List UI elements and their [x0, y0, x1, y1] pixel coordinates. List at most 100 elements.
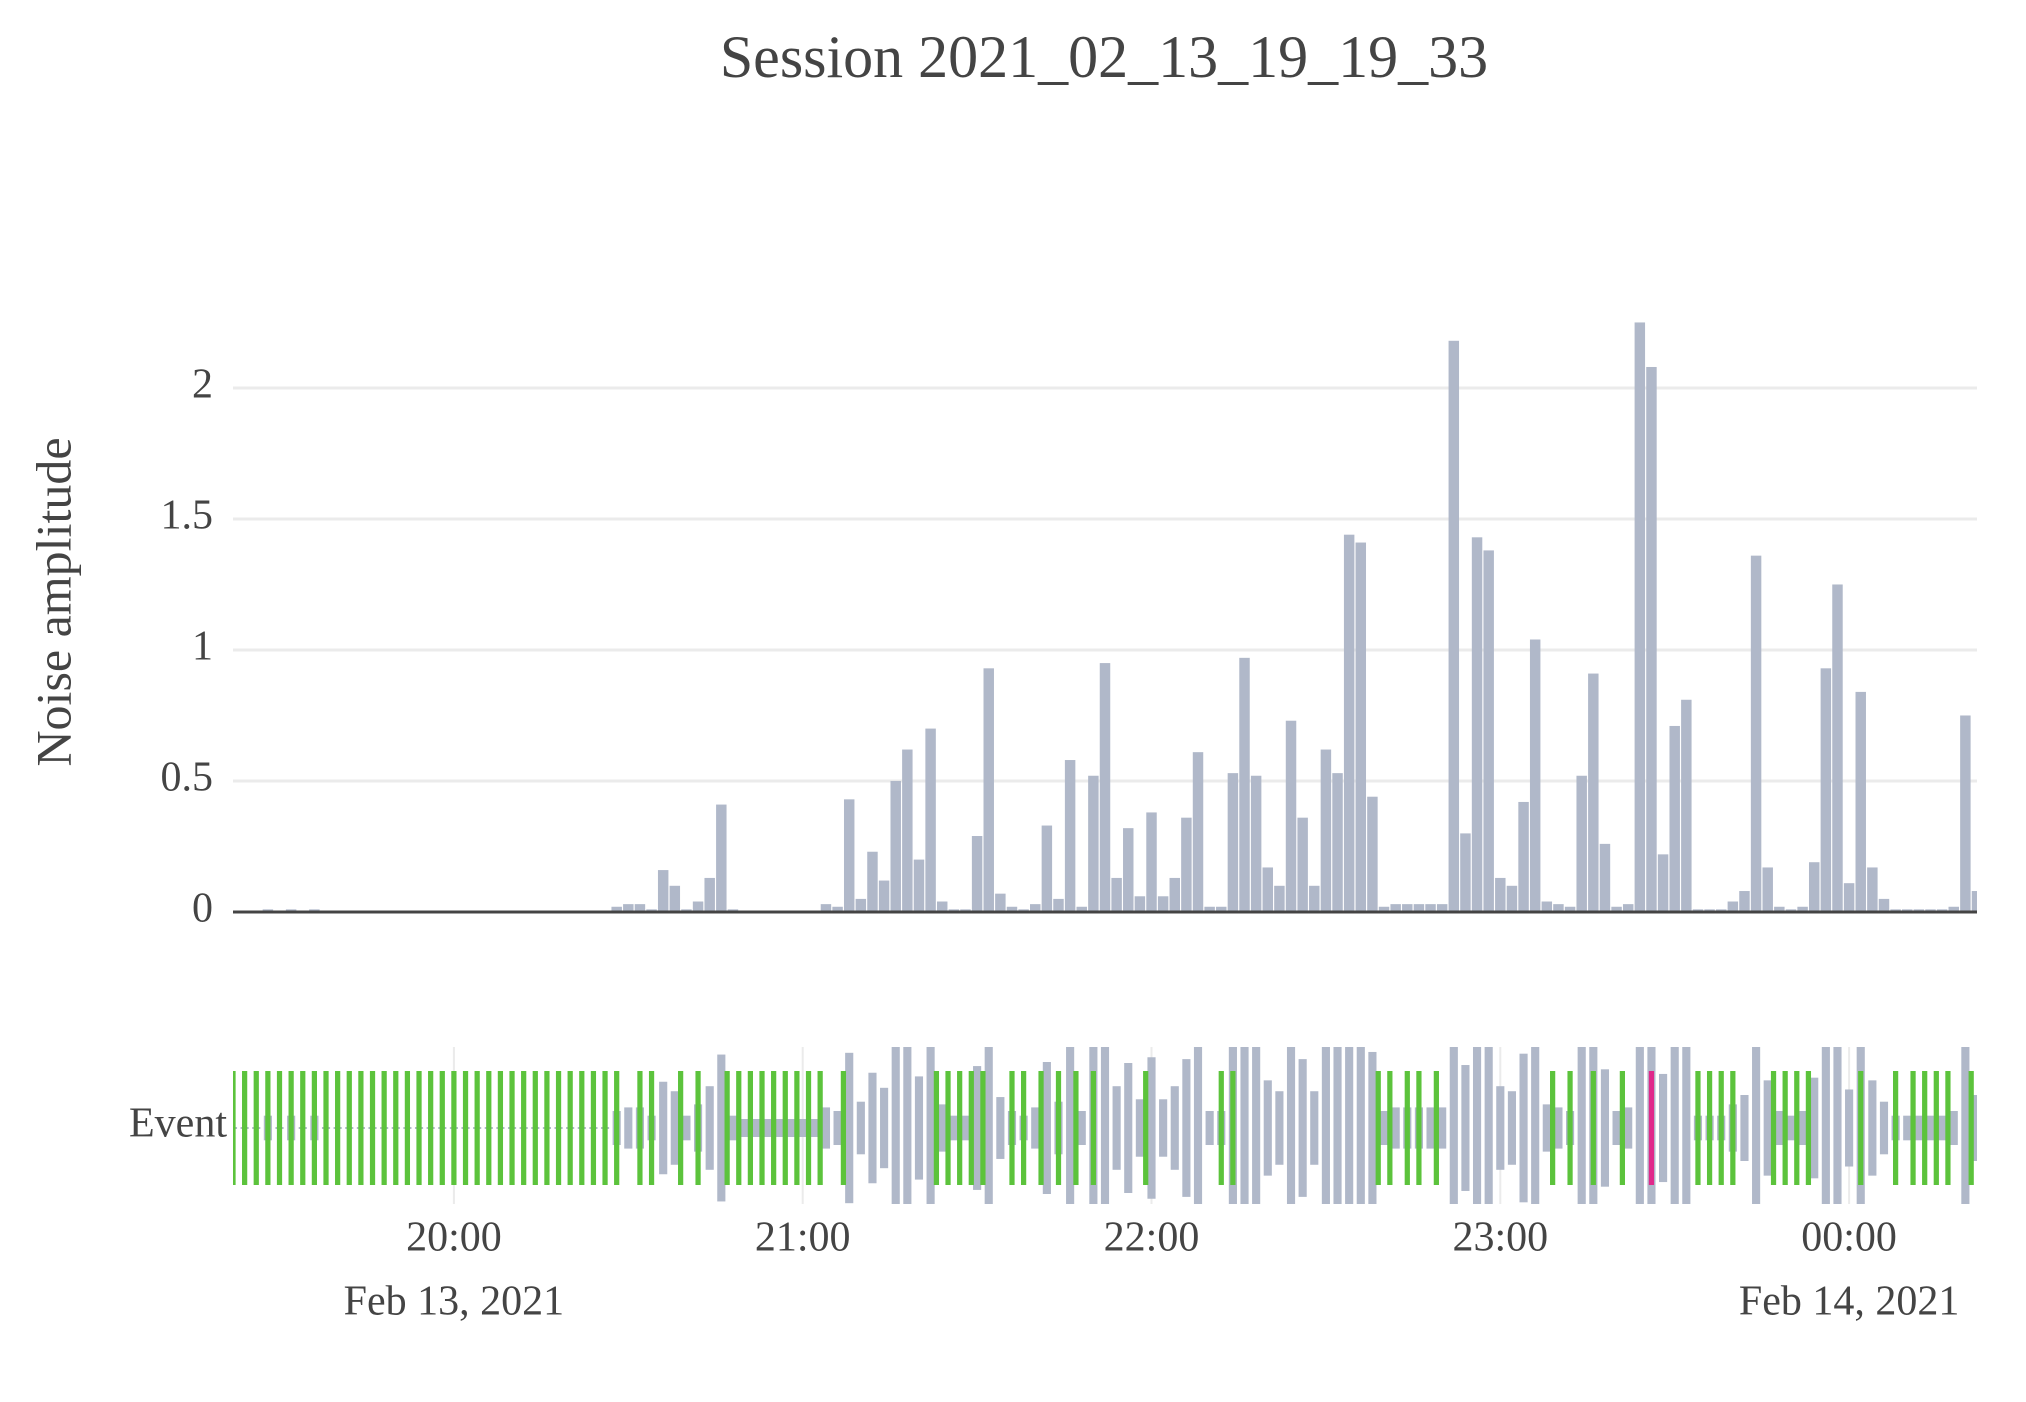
- event-bar: [759, 1071, 765, 1185]
- waveform: [1577, 1047, 1586, 1204]
- waveform: [1472, 1047, 1482, 1204]
- waveform: [740, 1119, 749, 1137]
- x-date-label: Feb 13, 2021: [344, 1279, 565, 1325]
- bar: [1762, 867, 1773, 912]
- bar: [1402, 904, 1413, 912]
- bar: [843, 799, 855, 912]
- bar: [1878, 898, 1890, 912]
- bar: [1146, 812, 1157, 912]
- bar: [1611, 906, 1622, 912]
- waveform: [1031, 1107, 1040, 1149]
- waveform: [705, 1086, 714, 1170]
- bar: [1297, 817, 1308, 912]
- event-bar: [1055, 1071, 1062, 1185]
- bar: [1285, 720, 1297, 912]
- bar: [1181, 817, 1192, 912]
- event-bar: [544, 1071, 550, 1185]
- bar: [634, 904, 646, 912]
- waveform: [1961, 1047, 1970, 1204]
- bar: [1867, 867, 1878, 912]
- bar: [820, 904, 832, 912]
- bar: [1541, 901, 1553, 912]
- waveform: [1286, 1047, 1296, 1204]
- event-bar: [736, 1071, 742, 1185]
- waveform: [1519, 1053, 1528, 1203]
- event-bar: [957, 1071, 963, 1185]
- event-bar: [648, 1071, 655, 1185]
- waveform: [659, 1081, 668, 1175]
- waveform: [1263, 1080, 1272, 1176]
- event-bar: [614, 1071, 620, 1185]
- waveform: [880, 1087, 889, 1169]
- bar: [971, 836, 983, 912]
- event-bar: [1730, 1071, 1736, 1185]
- waveform: [1310, 1091, 1319, 1165]
- labels: 0 0.5 1 1.5 2 20:00 21:00 22:00 23:00 00:00 Feb 13…: [161, 362, 1977, 1325]
- waveform: [682, 1115, 691, 1141]
- waveform: [1379, 1111, 1389, 1145]
- bar: [983, 668, 994, 912]
- waveform: [1903, 1115, 1912, 1141]
- waveform: [961, 1115, 970, 1141]
- event-bar: [1404, 1071, 1410, 1185]
- bar: [902, 749, 913, 912]
- event-bar: [509, 1071, 515, 1185]
- event-bar: [369, 1071, 376, 1185]
- event-bar: [486, 1071, 492, 1185]
- bar: [1657, 854, 1669, 912]
- waveform: [1798, 1111, 1807, 1145]
- event-bar: [276, 1071, 283, 1185]
- event-bar: [439, 1071, 445, 1185]
- waveform: [1252, 1047, 1261, 1204]
- waveform: [798, 1119, 807, 1137]
- y-tick-label: 2: [192, 362, 213, 408]
- waveform: [891, 1047, 900, 1204]
- event-bar: [1858, 1071, 1864, 1185]
- event-bar: [233, 1071, 236, 1185]
- bar: [1320, 749, 1332, 912]
- event-layer: [233, 1047, 1977, 1204]
- event-bar: [253, 1071, 259, 1185]
- bar: [611, 906, 622, 912]
- bar: [925, 728, 936, 912]
- waveform: [949, 1115, 958, 1141]
- waveform: [1845, 1089, 1854, 1167]
- waveform: [1542, 1104, 1551, 1152]
- bar-layer: [262, 322, 1977, 913]
- waveform: [1321, 1047, 1330, 1204]
- waveform: [856, 1101, 865, 1155]
- waveform: [624, 1107, 633, 1149]
- bar: [692, 901, 704, 912]
- waveform: [1100, 1047, 1110, 1204]
- bar: [1192, 752, 1204, 912]
- event-bar: [1009, 1071, 1015, 1185]
- waveform: [1752, 1047, 1761, 1204]
- bar: [1239, 657, 1250, 912]
- event-bar: [1718, 1071, 1724, 1185]
- waveform: [1914, 1115, 1923, 1141]
- waveform: [1659, 1073, 1668, 1183]
- event-bar: [1892, 1071, 1899, 1185]
- waveform: [1938, 1115, 1947, 1141]
- bar: [1030, 904, 1041, 912]
- event-bar: [1794, 1071, 1800, 1185]
- waveform: [1670, 1047, 1679, 1204]
- waveform: [1345, 1047, 1354, 1204]
- event-bar: [724, 1071, 730, 1185]
- bar: [1053, 898, 1064, 912]
- event-bar: [474, 1071, 480, 1185]
- event-bar: [1945, 1071, 1951, 1185]
- waveform: [728, 1115, 738, 1141]
- x-tick-label: 22:00: [1104, 1215, 1200, 1261]
- bar: [1553, 904, 1564, 912]
- bar: [1495, 877, 1506, 912]
- event-bar: [817, 1071, 823, 1185]
- bar: [1646, 366, 1657, 913]
- event-bar: [794, 1071, 800, 1185]
- waveform: [1368, 1051, 1377, 1204]
- y-tick-label: 0: [192, 886, 213, 932]
- event-bar: [1567, 1071, 1573, 1185]
- event-bar: [497, 1071, 504, 1185]
- bar: [1750, 555, 1762, 912]
